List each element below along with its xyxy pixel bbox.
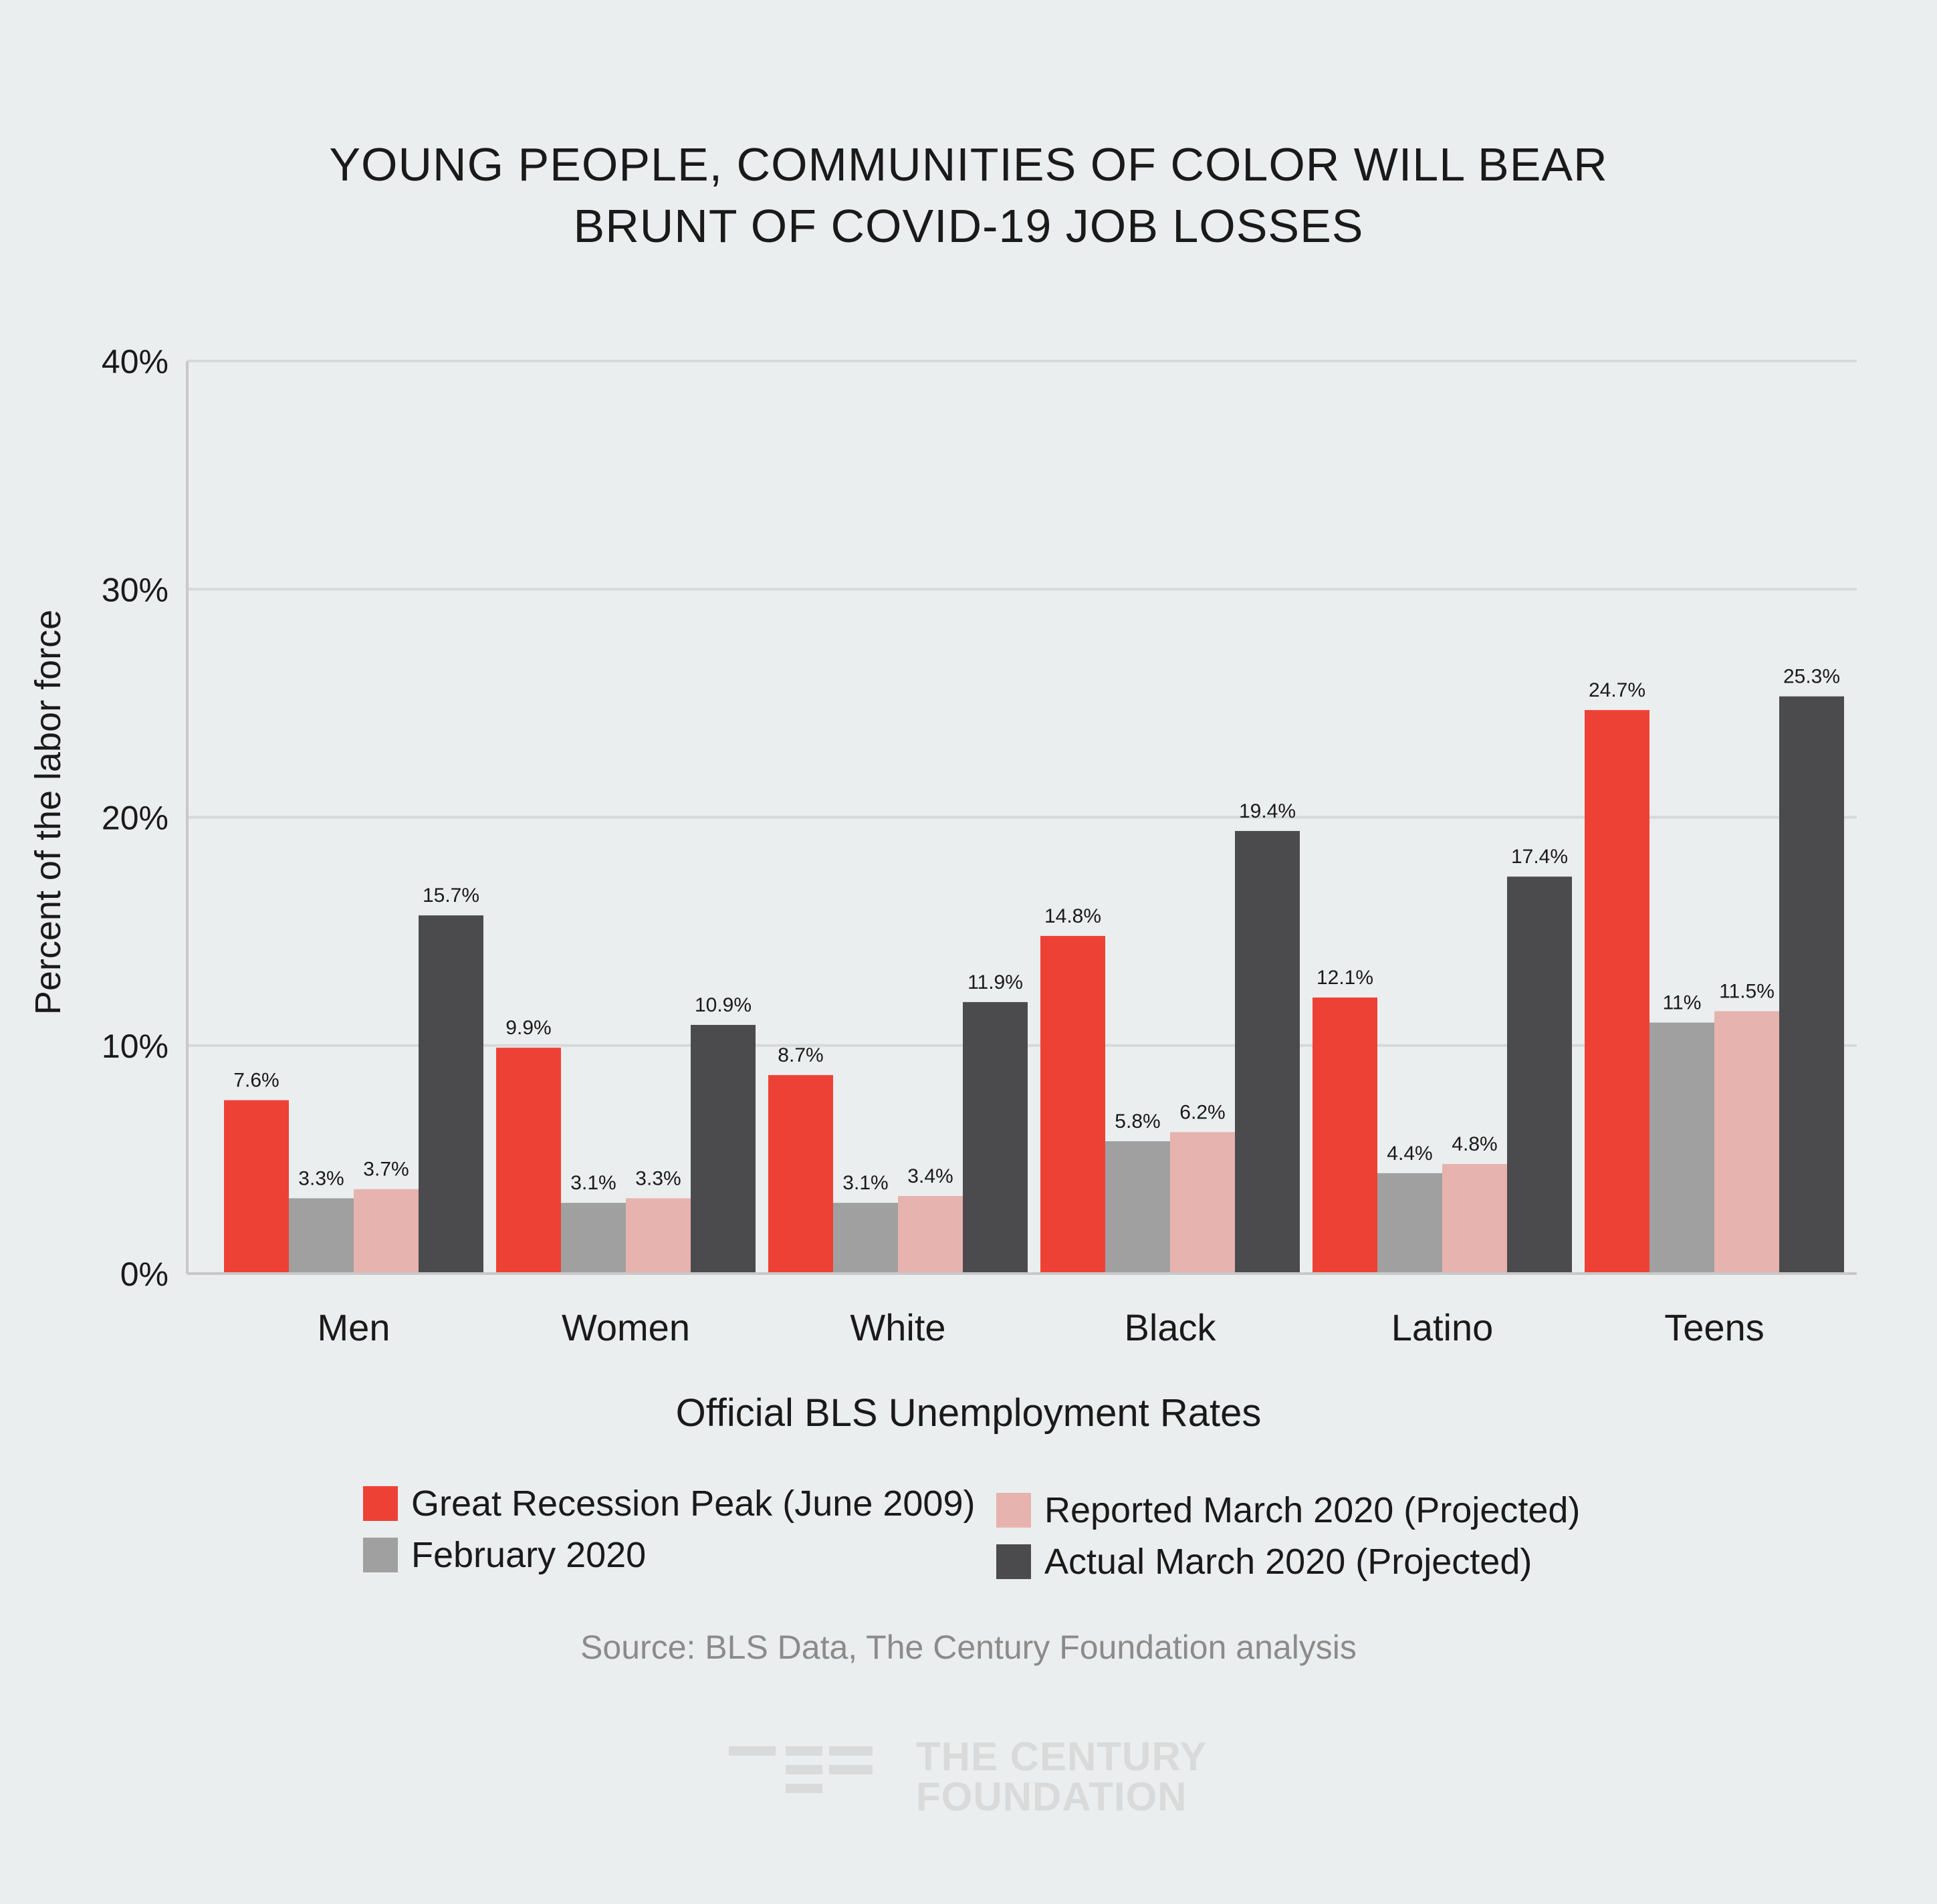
data-label-black-series-3: 6.2% [1179,1101,1225,1123]
y-axis-ticks: 0% 10% 20% 30% 40% [102,343,168,1293]
bar-latino-series-3 [1442,1164,1507,1274]
bar-white-series-4 [963,1001,1028,1274]
bar-men-series-4 [419,915,483,1274]
data-label-white-series-1: 8.7% [778,1044,823,1066]
bar-white-series-1 [768,1075,833,1274]
legend-swatch-great-recession [363,1486,398,1521]
bar-women-series-2 [561,1203,626,1274]
bar-women-series-3 [626,1198,691,1274]
data-label-men-series-3: 3.7% [363,1159,409,1181]
data-label-women-series-2: 3.1% [570,1172,616,1194]
bar-latino-series-1 [1313,997,1377,1274]
bar-white-series-3 [898,1195,963,1274]
bar-black-series-3 [1170,1132,1235,1274]
x-tick-label-teens: Teens [1664,1306,1764,1348]
y-tick-label: 0% [120,1256,168,1293]
data-label-latino-series-2: 4.4% [1387,1143,1432,1165]
x-tick-label-black: Black [1125,1306,1217,1348]
bar-women-series-1 [496,1048,561,1274]
source-note: Source: BLS Data, The Century Foundation… [580,1629,1357,1666]
data-label-women-series-4: 10.9% [695,994,752,1016]
legend-item-february: February 2020 [363,1534,646,1576]
bar-white-series-2 [833,1203,898,1274]
bar-chart: 0% 10% 20% 30% 40% 7.6% 3.3% 3.7% 15.7% 9.9% 3.1%… [28,343,1857,1348]
data-label-black-series-4: 19.4% [1239,800,1296,822]
bar-black-series-4 [1235,830,1300,1274]
x-axis-title: Official BLS Unemployment Rates [675,1391,1262,1435]
bar-men-series-2 [289,1198,354,1274]
logo-line-2: FOUNDATION [916,1774,1187,1819]
data-label-black-series-1: 14.8% [1044,905,1101,927]
data-label-white-series-4: 11.9% [967,971,1023,993]
bar-teens-series-4 [1779,696,1844,1274]
legend-swatch-february [363,1538,398,1572]
legend-swatch-actual-march [996,1544,1031,1579]
data-label-teens-series-1: 24.7% [1589,679,1645,701]
legend-item-reported-march: Reported March 2020 (Projected) [996,1490,1580,1531]
bars [224,696,1844,1274]
logo-line-1: THE CENTURY [916,1734,1208,1779]
data-label-teens-series-4: 25.3% [1783,666,1840,688]
data-label-white-series-2: 3.1% [842,1172,888,1194]
legend-item-actual-march: Actual March 2020 (Projected) [996,1541,1532,1582]
bar-teens-series-2 [1649,1022,1714,1274]
legend-label-actual-march: Actual March 2020 (Projected) [1044,1542,1532,1582]
legend-item-great-recession: Great Recession Peak (June 2009) [363,1483,975,1524]
bar-teens-series-1 [1585,710,1649,1274]
legend-label-reported-march: Reported March 2020 (Projected) [1044,1490,1581,1530]
legend-label-february: February 2020 [411,1535,647,1575]
bar-women-series-4 [691,1025,756,1274]
x-tick-label-white: White [850,1306,945,1348]
y-tick-label: 40% [102,343,168,380]
data-label-men-series-2: 3.3% [298,1167,344,1189]
data-label-black-series-2: 5.8% [1115,1110,1160,1133]
data-label-latino-series-3: 4.8% [1452,1133,1497,1155]
y-tick-label: 10% [102,1028,168,1065]
data-label-latino-series-1: 12.1% [1317,967,1373,989]
bar-latino-series-4 [1507,876,1572,1274]
bar-black-series-1 [1040,935,1105,1274]
data-label-women-series-1: 9.9% [505,1017,551,1039]
legend-label-great-recession: Great Recession Peak (June 2009) [411,1483,976,1524]
data-label-men-series-4: 15.7% [423,884,479,907]
chart-title: YOUNG PEOPLE, COMMUNITIES OF COLOR WILL … [0,134,1937,257]
data-label-women-series-3: 3.3% [635,1167,681,1189]
bar-data-labels: 7.6% 3.3% 3.7% 15.7% 9.9% 3.1% 3.3% 10.9% 8.7% 3.… [233,666,1840,1195]
chart-title-line-2: BRUNT OF COVID-19 JOB LOSSES [573,200,1364,252]
x-tick-label-women: Women [562,1306,690,1348]
x-tick-label-latino: Latino [1391,1306,1494,1348]
data-label-latino-series-4: 17.4% [1511,846,1568,868]
logo-wordmark: THE CENTURY FOUNDATION [916,1737,1207,1817]
century-foundation-logo-icon [729,1746,873,1793]
bar-latino-series-2 [1377,1173,1442,1274]
x-tick-label-men: Men [318,1306,390,1348]
data-label-teens-series-2: 11% [1663,992,1702,1014]
x-axis-ticks: Men Women White Black Latino Teens [318,1306,1764,1348]
bar-men-series-3 [354,1189,419,1274]
bar-men-series-1 [224,1100,289,1274]
data-label-teens-series-3: 11.5% [1719,981,1775,1003]
y-axis-title: Percent of the labor force [28,610,68,1015]
bar-black-series-2 [1105,1141,1170,1274]
data-label-men-series-1: 7.6% [233,1070,279,1092]
legend-swatch-reported-march [996,1493,1031,1528]
bar-teens-series-3 [1714,1011,1779,1274]
y-tick-label: 20% [102,800,168,837]
y-tick-label: 30% [102,571,168,608]
chart-title-line-1: YOUNG PEOPLE, COMMUNITIES OF COLOR WILL … [329,138,1608,191]
data-label-white-series-3: 3.4% [907,1165,953,1187]
